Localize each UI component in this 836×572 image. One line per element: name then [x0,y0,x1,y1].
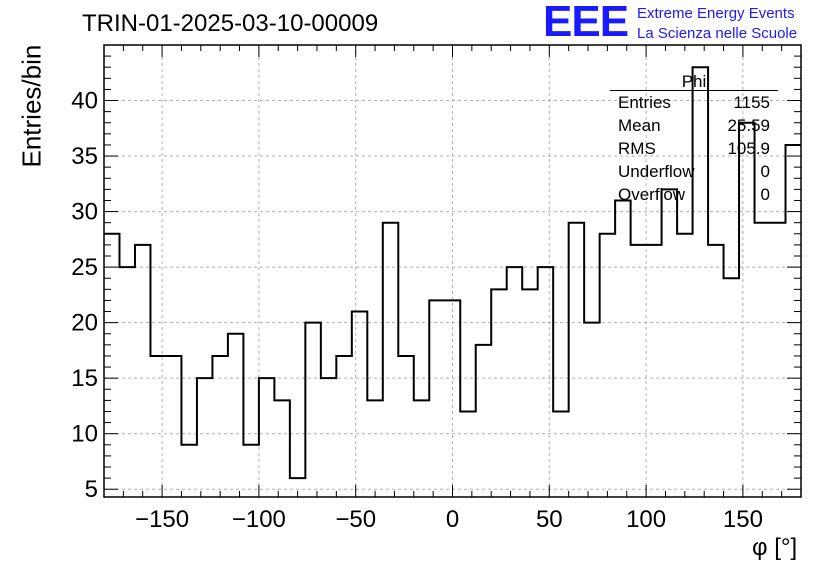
histogram-bin [429,300,444,497]
x-tick-label: −50 [335,506,376,533]
y-tick-label: 15 [71,365,98,392]
histogram-bin [135,245,150,497]
histogram-bin [615,200,630,497]
histogram-bin [631,245,646,497]
stats-row-rms: RMS 105.9 [610,137,778,160]
histogram-bin [259,378,274,497]
stats-label: Overflow [618,185,686,204]
x-tick-label: 0 [446,506,459,533]
histogram-bin [460,411,475,497]
histogram-bin [104,234,119,497]
histogram-bin [507,267,522,497]
histogram-bin [367,400,382,497]
histogram-bin [414,400,429,497]
histogram-bin [569,223,584,497]
histogram-bin [274,400,289,497]
stats-row-mean: Mean 25.59 [610,114,778,137]
histogram-bin [305,323,320,497]
histogram-bin [445,300,460,497]
stats-value: 1155 [733,93,770,112]
histogram-bin [600,234,615,497]
histogram-bin [166,356,181,497]
stats-label: Mean [618,116,661,135]
histogram-bin [677,234,692,497]
histogram-bin [553,411,568,497]
histogram-bin [708,245,723,497]
stats-value: 105.9 [727,139,770,158]
y-ticks: 5 10 15 20 25 30 35 40 [71,55,801,503]
x-tick-label: −150 [135,506,189,533]
x-tick-label: −100 [232,506,286,533]
histogram-bin [336,356,351,497]
stats-value: 0 [760,185,770,204]
histogram-bin [212,356,227,497]
histogram-bin [755,223,770,497]
x-tick-label: 50 [536,506,563,533]
y-tick-label: 25 [71,254,98,281]
histogram-bin [476,345,491,497]
histogram-bin [150,356,165,497]
chart-title: TRIN-01-2025-03-10-00009 [82,10,379,37]
y-tick-label: 20 [71,310,98,337]
stats-row-underflow: Underflow 0 [610,160,778,183]
logo-subtitle-line2: La Scienza nelle Scuole [637,25,798,42]
x-tick-label: 150 [723,506,763,533]
y-tick-label: 5 [85,476,98,503]
histogram-series [104,66,801,497]
histogram-bin [197,378,212,497]
y-tick-label: 40 [71,88,98,115]
histogram-bin [398,356,413,497]
y-tick-label: 30 [71,199,98,226]
histogram-bin [352,312,367,497]
histogram-bin [538,267,553,497]
histogram-bin [321,378,336,497]
histogram-bin [522,289,537,497]
logo-subtitle-line1: Extreme Energy Events [637,5,795,22]
y-tick-label: 35 [71,143,98,170]
histogram-bin [662,189,677,497]
x-tick-label: 100 [626,506,666,533]
stats-box: Phi Entries 1155 Mean 25.59 RMS 105.9 Un… [610,72,778,206]
histogram-bin [383,223,398,497]
stats-label: RMS [618,139,656,158]
histogram-bin [584,323,599,497]
histogram-bin [243,445,258,497]
histogram-bin [724,278,739,497]
x-axis-label: φ [°] [752,534,798,561]
histogram-bin [228,334,243,497]
stats-divider [610,90,778,91]
stats-row-entries: Entries 1155 [610,91,778,114]
histogram-bin [786,145,801,497]
x-ticks: −150 −100 −50 0 50 100 150 [103,45,802,533]
stats-value: 0 [760,162,770,181]
stats-value: 25.59 [727,116,770,135]
histogram-bin [181,445,196,497]
stats-label: Underflow [618,162,695,181]
histogram-outline [104,66,801,480]
histogram-bin [119,267,134,497]
y-tick-label: 10 [71,421,98,448]
stats-label: Entries [618,93,671,112]
stats-title: Phi [681,72,707,91]
eee-logo: EEE [543,0,629,46]
stats-row-overflow: Overflow 0 [610,183,778,206]
histogram-bin [491,289,506,497]
histogram-bin [770,223,785,497]
histogram-bin [646,245,661,497]
